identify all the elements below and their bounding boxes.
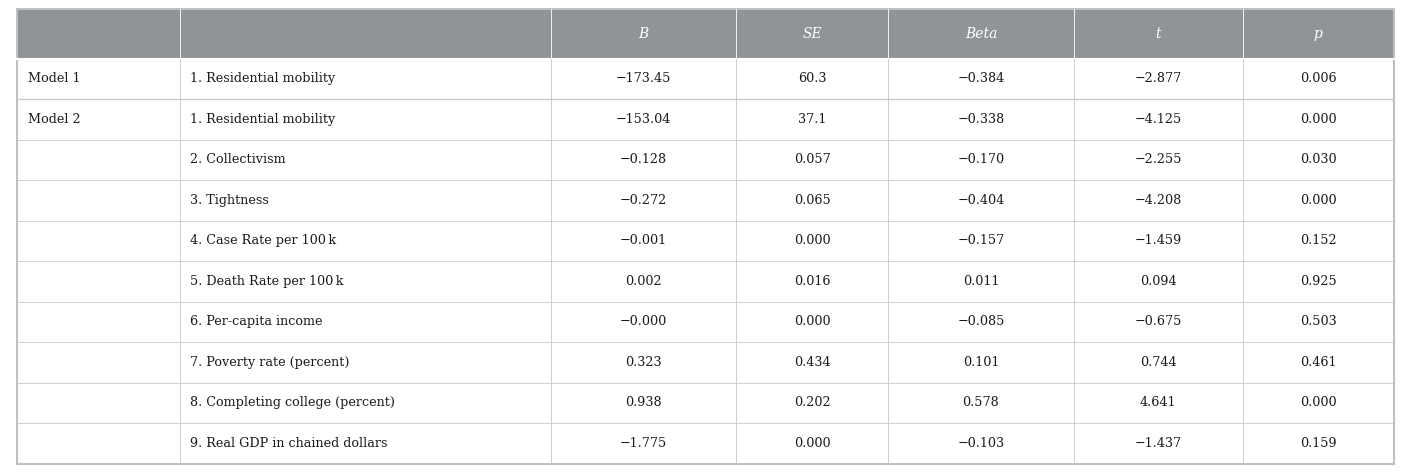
Text: 9. Real GDP in chained dollars: 9. Real GDP in chained dollars (190, 437, 388, 450)
Bar (17, 342, 1394, 383)
Text: 0.016: 0.016 (794, 275, 831, 288)
Text: 0.000: 0.000 (1300, 113, 1336, 126)
Text: −0.338: −0.338 (957, 113, 1005, 126)
Text: −0.103: −0.103 (958, 437, 1005, 450)
Text: B: B (638, 27, 649, 41)
Text: 0.030: 0.030 (1300, 153, 1336, 166)
Text: 0.152: 0.152 (1300, 234, 1336, 247)
Text: −1.775: −1.775 (619, 437, 667, 450)
Text: 0.434: 0.434 (794, 356, 831, 369)
Text: 0.101: 0.101 (962, 356, 999, 369)
Bar (17, 9, 1394, 59)
Text: −0.001: −0.001 (619, 234, 667, 247)
Bar (17, 423, 1394, 464)
Text: 0.057: 0.057 (794, 153, 831, 166)
Text: −4.125: −4.125 (1134, 113, 1182, 126)
Text: 0.202: 0.202 (794, 396, 831, 409)
Text: 0.925: 0.925 (1300, 275, 1336, 288)
Text: 0.159: 0.159 (1300, 437, 1336, 450)
Text: −1.459: −1.459 (1134, 234, 1182, 247)
Text: 0.000: 0.000 (794, 315, 831, 328)
Text: 2. Collectivism: 2. Collectivism (190, 153, 286, 166)
Text: −0.675: −0.675 (1134, 315, 1182, 328)
Text: SE: SE (803, 27, 823, 41)
Text: 0.002: 0.002 (625, 275, 662, 288)
Text: −0.404: −0.404 (957, 194, 1005, 207)
Bar (17, 99, 1394, 140)
Text: 1. Residential mobility: 1. Residential mobility (190, 113, 336, 126)
Text: t: t (1156, 27, 1161, 41)
Text: −153.04: −153.04 (615, 113, 672, 126)
Text: 1. Residential mobility: 1. Residential mobility (190, 72, 336, 85)
Text: 7. Poverty rate (percent): 7. Poverty rate (percent) (190, 356, 350, 369)
Bar (17, 180, 1394, 220)
Bar (17, 383, 1394, 423)
Text: −2.877: −2.877 (1134, 72, 1182, 85)
Text: 0.000: 0.000 (1300, 396, 1336, 409)
Text: −0.384: −0.384 (957, 72, 1005, 85)
Text: −0.170: −0.170 (958, 153, 1005, 166)
Text: 0.323: 0.323 (625, 356, 662, 369)
Text: −173.45: −173.45 (615, 72, 672, 85)
Text: 8. Completing college (percent): 8. Completing college (percent) (190, 396, 395, 409)
Text: −0.085: −0.085 (957, 315, 1005, 328)
Text: 0.000: 0.000 (794, 437, 831, 450)
Bar (17, 301, 1394, 342)
Text: −4.208: −4.208 (1134, 194, 1182, 207)
Bar (17, 140, 1394, 180)
Text: 0.006: 0.006 (1300, 72, 1336, 85)
Text: 0.011: 0.011 (962, 275, 999, 288)
Text: 0.578: 0.578 (962, 396, 999, 409)
Text: 4.641: 4.641 (1140, 396, 1177, 409)
Text: 3. Tightness: 3. Tightness (190, 194, 270, 207)
Text: 0.938: 0.938 (625, 396, 662, 409)
Text: Model 1: Model 1 (28, 72, 80, 85)
Text: −2.255: −2.255 (1134, 153, 1182, 166)
Text: −0.272: −0.272 (619, 194, 667, 207)
Text: −0.128: −0.128 (619, 153, 667, 166)
Text: −1.437: −1.437 (1134, 437, 1182, 450)
Text: 5. Death Rate per 100 k: 5. Death Rate per 100 k (190, 275, 344, 288)
Text: 0.094: 0.094 (1140, 275, 1177, 288)
Bar (17, 261, 1394, 301)
Text: −0.000: −0.000 (619, 315, 667, 328)
Text: 4. Case Rate per 100 k: 4. Case Rate per 100 k (190, 234, 336, 247)
Text: Model 2: Model 2 (28, 113, 80, 126)
Text: −0.157: −0.157 (957, 234, 1005, 247)
Text: 6. Per-capita income: 6. Per-capita income (190, 315, 323, 328)
Text: 0.744: 0.744 (1140, 356, 1177, 369)
Text: Beta: Beta (965, 27, 998, 41)
Text: 0.461: 0.461 (1300, 356, 1336, 369)
Text: 60.3: 60.3 (799, 72, 827, 85)
Text: 0.000: 0.000 (1300, 194, 1336, 207)
Text: 0.503: 0.503 (1300, 315, 1336, 328)
Bar (17, 59, 1394, 99)
Text: 37.1: 37.1 (799, 113, 827, 126)
Text: p: p (1314, 27, 1322, 41)
Text: 0.065: 0.065 (794, 194, 831, 207)
Text: 0.000: 0.000 (794, 234, 831, 247)
Bar (17, 220, 1394, 261)
